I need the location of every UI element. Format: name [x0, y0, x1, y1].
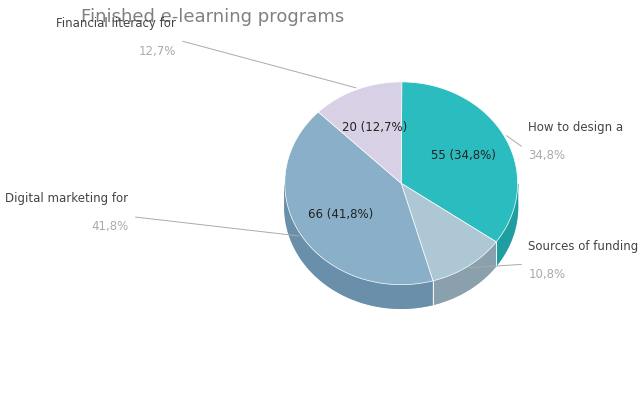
Text: Digital marketing for: Digital marketing for	[5, 192, 128, 205]
Polygon shape	[401, 82, 518, 242]
Polygon shape	[497, 184, 518, 266]
Polygon shape	[318, 82, 402, 183]
Text: 10,8%: 10,8%	[529, 268, 565, 281]
Text: Finished e-learning programs: Finished e-learning programs	[81, 8, 345, 25]
Polygon shape	[285, 112, 433, 285]
Polygon shape	[401, 183, 497, 281]
Text: 20 (12,7%): 20 (12,7%)	[342, 121, 407, 133]
Polygon shape	[285, 185, 433, 308]
Text: 55 (34,8%): 55 (34,8%)	[431, 149, 496, 162]
Polygon shape	[433, 242, 497, 304]
Text: How to design a: How to design a	[529, 121, 623, 134]
Text: 34,8%: 34,8%	[529, 150, 565, 162]
Text: 41,8%: 41,8%	[91, 220, 128, 233]
Text: 66 (41,8%): 66 (41,8%)	[308, 208, 374, 221]
Text: Sources of funding: Sources of funding	[529, 239, 639, 252]
Text: Financial literacy for: Financial literacy for	[56, 17, 176, 29]
Text: 12,7%: 12,7%	[138, 45, 176, 58]
Ellipse shape	[285, 106, 518, 308]
